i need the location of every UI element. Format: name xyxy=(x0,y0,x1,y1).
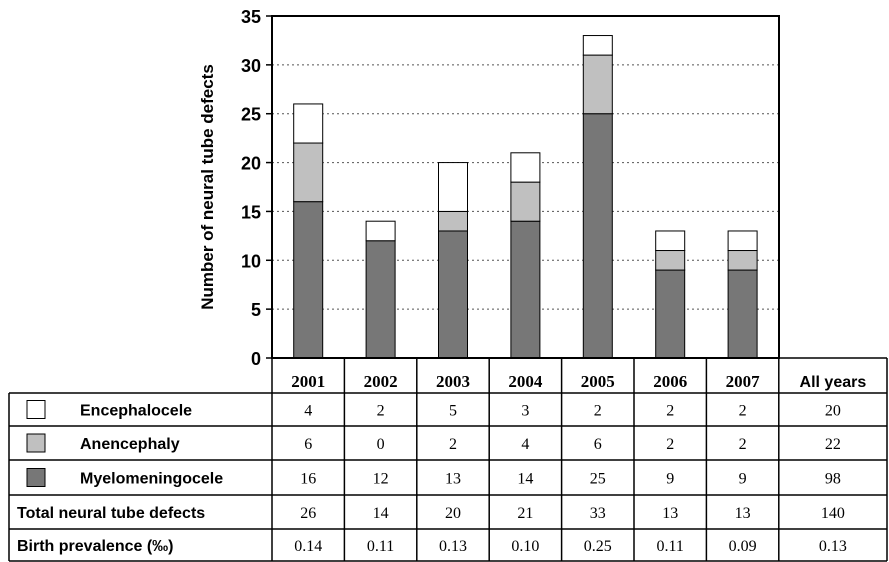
y-tick-label: 5 xyxy=(251,300,261,320)
table-cell: 26 xyxy=(300,505,316,522)
table-cell: 0.10 xyxy=(511,538,539,555)
bar-segment-myelomeningocele xyxy=(293,201,324,359)
table-cell: 0.11 xyxy=(367,538,394,555)
table-cell: 0.14 xyxy=(294,538,322,555)
table-cell: 33 xyxy=(590,505,606,522)
table-cell: 25 xyxy=(590,471,606,488)
y-tick-label: 35 xyxy=(241,7,261,27)
y-tick-label: 0 xyxy=(251,349,261,369)
table-cell: 9 xyxy=(666,471,674,488)
table-header-year: 2002 xyxy=(364,372,398,391)
bar-segment-encephalocele xyxy=(365,220,396,242)
table-cell: 14 xyxy=(373,505,389,522)
table-cell: 13 xyxy=(662,505,678,522)
table-cell: 21 xyxy=(517,505,533,522)
y-tick-label: 15 xyxy=(241,202,261,222)
table-cell: 0.25 xyxy=(584,538,612,555)
table-cell: 98 xyxy=(825,471,841,488)
bar-segment-encephalocele xyxy=(655,230,686,252)
bar-segment-myelomeningocele xyxy=(727,269,758,359)
table-cell: 0.09 xyxy=(729,538,757,555)
table-header-year: 2005 xyxy=(581,372,615,391)
bar-segment-encephalocele xyxy=(510,152,541,183)
bar-segment-myelomeningocele xyxy=(582,113,613,359)
table-cell: 0.13 xyxy=(439,538,467,555)
table-cell: 20 xyxy=(825,403,841,420)
table-cell: 5 xyxy=(449,403,457,420)
table-cell: 2 xyxy=(666,403,674,420)
y-tick-label: 30 xyxy=(241,56,261,76)
table-cell: 6 xyxy=(594,436,602,453)
bar-segment-anencephaly xyxy=(727,250,758,271)
bar-segment-encephalocele xyxy=(438,162,468,212)
legend-swatch-encephalocele xyxy=(26,400,46,419)
table-cell: 0.13 xyxy=(819,538,847,555)
bar-segment-anencephaly xyxy=(510,181,541,222)
table-cell: 2 xyxy=(594,403,602,420)
table-cell: 14 xyxy=(517,471,533,488)
table-cell: 12 xyxy=(373,471,389,488)
table-cell: 2 xyxy=(666,436,674,453)
table-cell: 2 xyxy=(739,436,747,453)
table-cell: 6 xyxy=(304,436,312,453)
table-header-year: 2003 xyxy=(436,372,470,391)
bar-segment-anencephaly xyxy=(438,210,468,232)
table-cell: 0.11 xyxy=(656,538,683,555)
bar-segment-anencephaly xyxy=(655,250,686,271)
table-cell: 13 xyxy=(735,505,751,522)
table-cell: 3 xyxy=(521,403,529,420)
table-row-label: Anencephaly xyxy=(80,436,180,453)
bar-segment-encephalocele xyxy=(727,230,758,252)
table-cell: 20 xyxy=(445,505,461,522)
table-header-year: 2007 xyxy=(726,372,761,391)
table-row-label: Encephalocele xyxy=(80,403,192,420)
y-tick-label: 10 xyxy=(241,251,261,271)
bar-segment-encephalocele xyxy=(582,35,613,56)
table-header-year: 2006 xyxy=(653,372,687,391)
table-header-all-years: All years xyxy=(800,374,867,391)
table-row-label: Myelomeningocele xyxy=(80,471,223,488)
bar-segment-myelomeningocele xyxy=(655,269,686,359)
table-cell: 140 xyxy=(821,505,845,522)
table-cell: 2 xyxy=(377,403,385,420)
legend-swatch-myelomeningocele xyxy=(26,468,46,487)
bar-segment-myelomeningocele xyxy=(510,220,541,359)
table-cell: 4 xyxy=(521,436,529,453)
table-cell: 0 xyxy=(377,436,385,453)
table-cell: 4 xyxy=(304,403,312,420)
table-cell: 22 xyxy=(825,436,841,453)
y-tick-label: 25 xyxy=(241,105,261,125)
bar-segment-anencephaly xyxy=(582,54,613,115)
table-row-label: Birth prevalence (‰) xyxy=(17,538,173,555)
table-cell: 2 xyxy=(449,436,457,453)
legend-swatch-anencephaly xyxy=(26,433,46,453)
table-header-year: 2001 xyxy=(291,372,325,391)
table-cell: 16 xyxy=(300,471,316,488)
table-row-label: Total neural tube defects xyxy=(17,505,205,522)
table-header-year: 2004 xyxy=(508,372,543,391)
table-cell: 13 xyxy=(445,471,461,488)
bar-segment-myelomeningocele xyxy=(438,230,468,359)
y-tick-label: 20 xyxy=(241,154,261,174)
y-axis-label: Number of neural tube defects xyxy=(198,64,217,310)
table-cell: 2 xyxy=(739,403,747,420)
bar-segment-encephalocele xyxy=(293,103,324,144)
table-cell: 9 xyxy=(739,471,747,488)
bar-segment-anencephaly xyxy=(293,142,324,203)
bar-segment-myelomeningocele xyxy=(365,240,396,359)
